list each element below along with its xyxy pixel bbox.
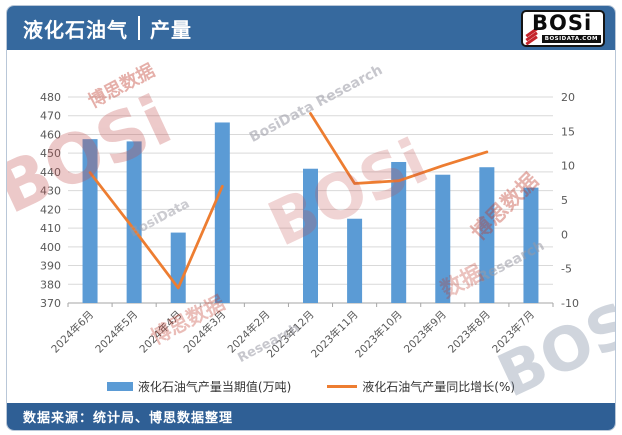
left-axis-tick: 390 (40, 260, 61, 273)
legend-item-line: 液化石油气产量同比增长(%) (327, 378, 515, 395)
left-axis-tick: 410 (40, 222, 61, 235)
footer: 数据来源：统计局、博思数据整理 (7, 403, 615, 430)
bar (435, 174, 451, 303)
combo-chart-svg: 370 380 390 400 410 420 430 440 450 460 470 480 -10 -… (40, 91, 579, 360)
left-axis-tick: 420 (40, 203, 61, 216)
x-axis-label: 2024年3月 (181, 308, 229, 356)
right-axis-tick: 10 (561, 160, 575, 173)
data-source-text: 数据来源：统计局、博思数据整理 (23, 411, 234, 426)
bar (82, 139, 98, 303)
report-card: 液化石油气 产量 BOSi BOSIDATA.COM 370 380 390 400 4… (6, 5, 616, 431)
bar (347, 218, 363, 303)
chart-area: 370 380 390 400 410 420 430 440 450 460 470 480 -10 -… (7, 50, 615, 403)
x-axis-label: 2023年7月 (489, 308, 537, 356)
line-segment (88, 171, 224, 290)
logo-text: BOSi (532, 10, 593, 35)
bar (303, 168, 318, 303)
right-axis-tick: 20 (561, 91, 575, 104)
left-axis-tick: 460 (40, 128, 61, 141)
left-axis-tick: 440 (40, 166, 61, 179)
x-axis-label: 2024年4月 (137, 308, 185, 356)
legend-label-bar: 液化石油气产量当期值(万吨) (137, 379, 292, 394)
bosi-logo: BOSi BOSIDATA.COM (521, 9, 605, 47)
legend-item-bar: 液化石油气产量当期值(万吨) (106, 378, 292, 395)
bar (479, 167, 495, 303)
left-axis-tick: 450 (40, 147, 61, 160)
x-axis-label: 2023年8月 (445, 308, 493, 356)
x-axis-label: 2023年9月 (401, 308, 449, 356)
right-axis-tick: 0 (561, 228, 568, 241)
page-title: 液化石油气 产量 (23, 14, 192, 43)
axis-labels: 370 380 390 400 410 420 430 440 450 460 470 480 -10 -… (40, 91, 579, 310)
left-axis-tick: 470 (40, 110, 61, 123)
bar-series (82, 122, 539, 304)
bar (214, 122, 230, 304)
legend-label-line: 液化石油气产量同比增长(%) (362, 379, 516, 394)
right-axis-tick: -10 (561, 297, 579, 310)
title-category: 液化石油气 (23, 17, 128, 42)
line-segment (309, 112, 489, 185)
bar (523, 187, 539, 303)
right-axis-tick: 15 (561, 125, 575, 138)
left-axis-tick: 380 (40, 278, 61, 291)
x-axis-label: 2023年10月 (352, 308, 404, 360)
bar (391, 161, 407, 303)
left-axis-tick: 400 (40, 241, 61, 254)
right-axis-tick: 5 (561, 194, 568, 207)
bar (170, 232, 186, 303)
title-divider (138, 16, 140, 40)
x-axis-label: 2024年6月 (49, 308, 97, 356)
left-axis-tick: 480 (40, 91, 61, 104)
left-axis-tick: 430 (40, 185, 61, 198)
line-series (88, 112, 489, 290)
chart-legend: 液化石油气产量当期值(万吨) 液化石油气产量同比增长(%) (7, 374, 615, 398)
left-axis-tick: 370 (40, 297, 61, 310)
line-swatch-icon (327, 384, 358, 388)
header: 液化石油气 产量 BOSi BOSIDATA.COM (7, 6, 615, 50)
x-axis-label: 2024年5月 (93, 308, 141, 356)
title-metric: 产量 (150, 17, 192, 42)
bar (126, 141, 142, 303)
right-axis-tick: -5 (561, 263, 572, 276)
logo-site: BOSIDATA.COM (541, 34, 601, 43)
x-axis-label: 2024年2月 (225, 308, 273, 356)
bar-swatch-icon (106, 381, 133, 391)
